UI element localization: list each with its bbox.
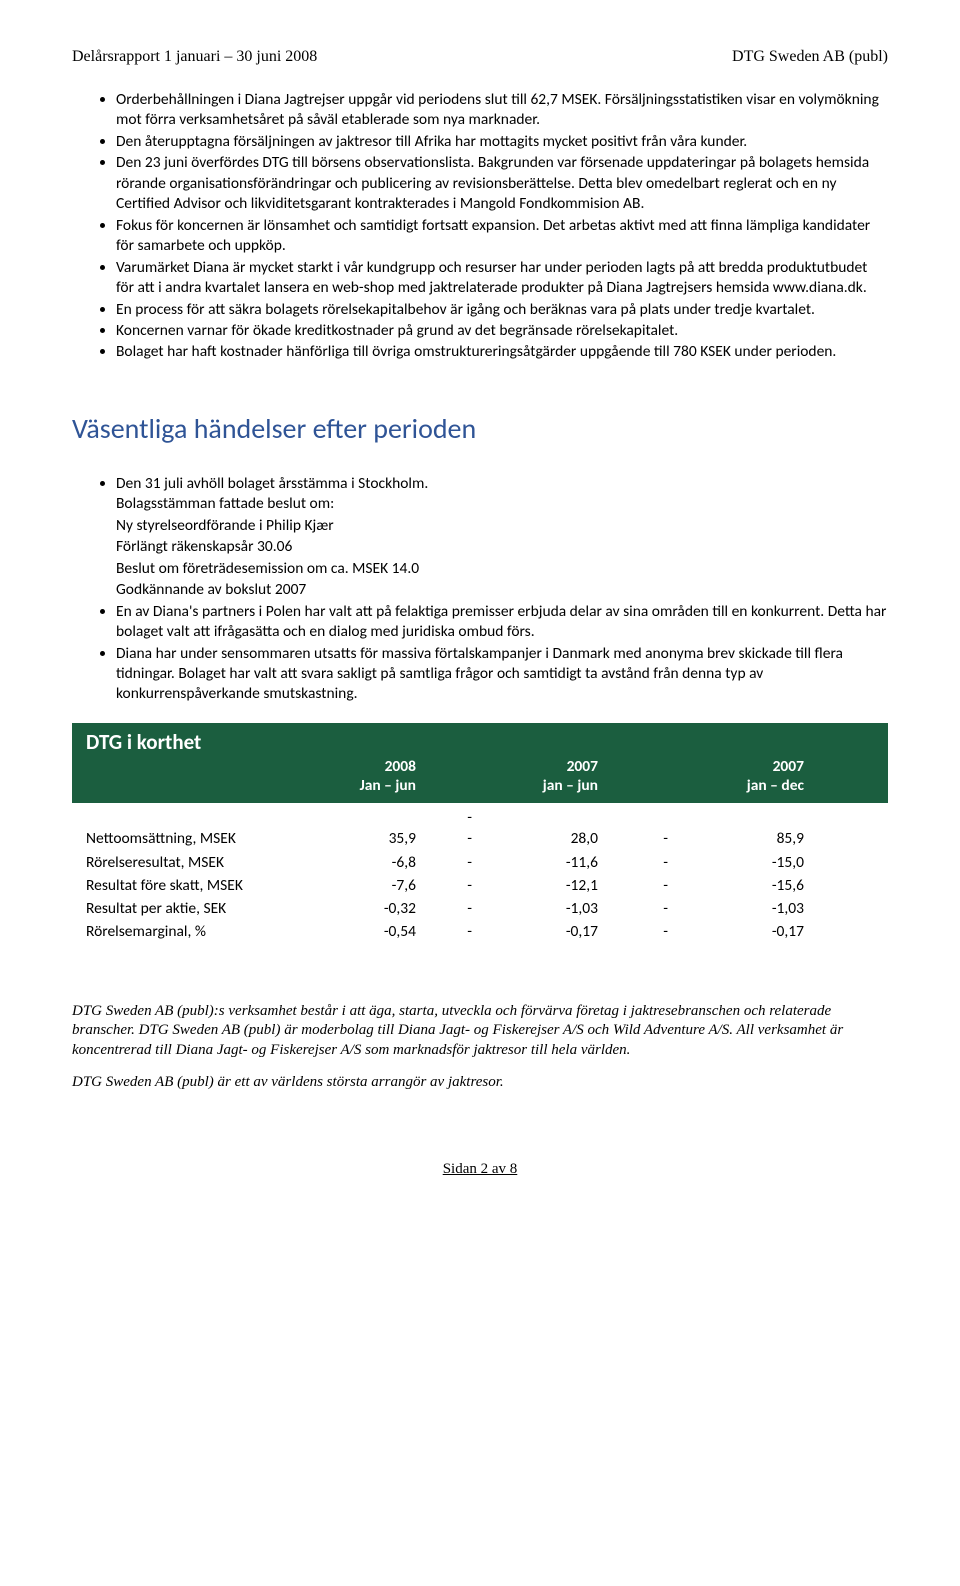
col2-period: jan – jun: [542, 776, 598, 795]
table-row: Resultat före skatt, MSEK-7,6--12,1--15,…: [86, 874, 874, 897]
row-cell: 28,0: [542, 827, 598, 850]
table-header: DTG i korthet 2008 2007 2007 Jan – jun j…: [72, 723, 888, 803]
table-body: - Nettoomsättning, MSEK35,9-28,0-85,9Rör…: [72, 803, 888, 954]
table-header-row-periods: Jan – jun jan – jun jan – dec: [86, 776, 874, 795]
list-item-subtext: Ny styrelseordförande i Philip Kjær: [116, 516, 888, 536]
bullets-section-2: Den 31 juli avhöll bolaget årsstämma i S…: [72, 474, 888, 705]
row-cell: -: [598, 897, 668, 920]
row-cell: [472, 827, 542, 850]
row-cell: -1,03: [542, 897, 598, 920]
row-cell: [668, 827, 724, 850]
row-cell: -: [598, 827, 668, 850]
row-cell: -: [598, 920, 668, 943]
row-cell: -: [416, 920, 472, 943]
row-label: Resultat före skatt, MSEK: [86, 874, 346, 897]
footnote-2: DTG Sweden AB (publ) är ett av världens …: [72, 1074, 888, 1091]
page-number: Sidan 2 av 8: [72, 1161, 888, 1178]
col3-year: 2007: [724, 757, 804, 776]
row-cell: -1,03: [724, 897, 804, 920]
table-row: Nettoomsättning, MSEK35,9-28,0-85,9: [86, 827, 874, 850]
header-left: Delårsrapport 1 januari – 30 juni 2008: [72, 48, 317, 66]
col2-year: 2007: [542, 757, 598, 776]
list-item: Diana har under sensommaren utsatts för …: [116, 644, 888, 705]
list-item: Den 31 juli avhöll bolaget årsstämma i S…: [116, 474, 888, 601]
row-cell: [472, 920, 542, 943]
table-title: DTG i korthet: [86, 729, 874, 755]
list-item-subtext: Bolagsstämman fattade beslut om:: [116, 494, 888, 514]
row-label: Nettoomsättning, MSEK: [86, 827, 346, 850]
section-title-events: Väsentliga händelser efter perioden: [72, 411, 888, 446]
table-row: Rörelseresultat, MSEK-6,8--11,6--15,0: [86, 851, 874, 874]
row-cell: -12,1: [542, 874, 598, 897]
row-cell: -15,0: [724, 851, 804, 874]
list-item: En av Diana's partners i Polen har valt …: [116, 602, 888, 643]
row-cell: 85,9: [724, 827, 804, 850]
row-cell: [668, 874, 724, 897]
row-label: Resultat per aktie, SEK: [86, 897, 346, 920]
list-item-text: Den 31 juli avhöll bolaget årsstämma i S…: [116, 474, 888, 494]
row-cell: -: [416, 874, 472, 897]
row-cell: [472, 851, 542, 874]
row-cell: [668, 920, 724, 943]
list-item-subtext: Förlängt räkenskapsår 30.06: [116, 537, 888, 557]
row-cell: -: [416, 827, 472, 850]
row-cell: -7,6: [346, 874, 416, 897]
table-row: Resultat per aktie, SEK-0,32--1,03--1,03: [86, 897, 874, 920]
row-cell: [472, 897, 542, 920]
footnote-1: DTG Sweden AB (publ):s verksamhet består…: [72, 1002, 888, 1061]
row-label: Rörelseresultat, MSEK: [86, 851, 346, 874]
row-cell: -0,54: [346, 920, 416, 943]
list-item-subtext: Beslut om företrädesemission om ca. MSEK…: [116, 559, 888, 579]
row-cell: [668, 851, 724, 874]
list-item-text: Diana har under sensommaren utsatts för …: [116, 644, 888, 705]
header-right: DTG Sweden AB (publ): [732, 48, 888, 66]
list-item: Fokus för koncernen är lönsamhet och sam…: [116, 216, 888, 257]
row-cell: -: [416, 897, 472, 920]
row-cell: -11,6: [542, 851, 598, 874]
bullets-section-1: Orderbehållningen i Diana Jagtrejser upp…: [72, 90, 888, 363]
list-item: Den 23 juni överfördes DTG till börsens …: [116, 153, 888, 214]
page: Delårsrapport 1 januari – 30 juni 2008 D…: [0, 0, 960, 1202]
table-header-row-years: 2008 2007 2007: [86, 757, 874, 776]
row-cell: [668, 897, 724, 920]
row-cell: -: [416, 851, 472, 874]
col3-period: jan – dec: [724, 776, 804, 795]
extra-dash-row: -: [86, 809, 874, 828]
row-cell: -6,8: [346, 851, 416, 874]
list-item: Bolaget har haft kostnader hänförliga ti…: [116, 342, 888, 362]
list-item: Koncernen varnar för ökade kreditkostnad…: [116, 321, 888, 341]
row-cell: -0,17: [542, 920, 598, 943]
col1-year: 2008: [346, 757, 416, 776]
page-header: Delårsrapport 1 januari – 30 juni 2008 D…: [72, 48, 888, 66]
list-item: Orderbehållningen i Diana Jagtrejser upp…: [116, 90, 888, 131]
table-row: Rörelsemarginal, %-0,54--0,17--0,17: [86, 920, 874, 943]
row-cell: [472, 874, 542, 897]
list-item-subtext: Godkännande av bokslut 2007: [116, 580, 888, 600]
col1-period: Jan – jun: [346, 776, 416, 795]
row-cell: 35,9: [346, 827, 416, 850]
row-cell: -: [598, 851, 668, 874]
row-cell: -15,6: [724, 874, 804, 897]
row-cell: -0,32: [346, 897, 416, 920]
list-item: Varumärket Diana är mycket starkt i vår …: [116, 258, 888, 299]
list-item: En process för att säkra bolagets rörels…: [116, 300, 888, 320]
row-cell: -0,17: [724, 920, 804, 943]
list-item: Den återupptagna försäljningen av jaktre…: [116, 132, 888, 152]
list-item-text: En av Diana's partners i Polen har valt …: [116, 602, 888, 643]
extra-dash: -: [416, 809, 472, 828]
row-label: Rörelsemarginal, %: [86, 920, 346, 943]
row-cell: -: [598, 874, 668, 897]
summary-table: DTG i korthet 2008 2007 2007 Jan – jun j…: [72, 723, 888, 954]
